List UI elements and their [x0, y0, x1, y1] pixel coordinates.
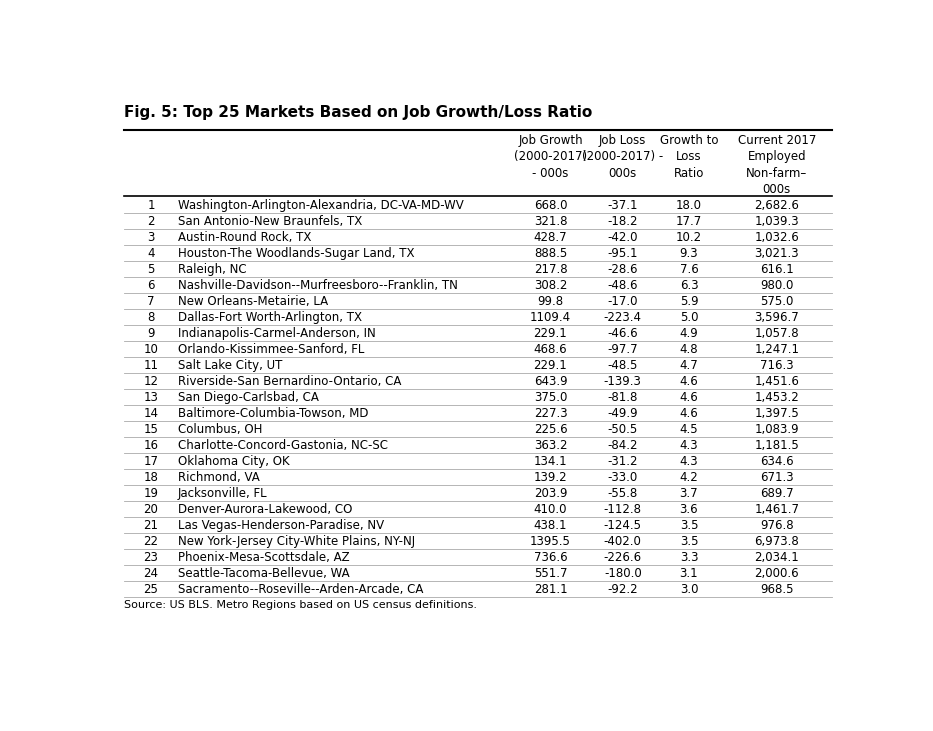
Text: Orlando-Kissimmee-Sanford, FL: Orlando-Kissimmee-Sanford, FL	[178, 343, 365, 356]
Text: 203.9: 203.9	[534, 487, 567, 500]
Text: 2,682.6: 2,682.6	[755, 199, 800, 212]
Text: 1,461.7: 1,461.7	[754, 503, 800, 515]
Text: Dallas-Fort Worth-Arlington, TX: Dallas-Fort Worth-Arlington, TX	[178, 311, 362, 324]
Text: 3.7: 3.7	[679, 487, 698, 500]
Text: -223.4: -223.4	[604, 311, 642, 324]
Text: 15: 15	[144, 423, 159, 436]
Text: 1,039.3: 1,039.3	[755, 215, 799, 228]
Text: Jacksonville, FL: Jacksonville, FL	[178, 487, 268, 500]
Text: 3: 3	[147, 231, 155, 244]
Text: -95.1: -95.1	[607, 247, 638, 260]
Text: Indianapolis-Carmel-Anderson, IN: Indianapolis-Carmel-Anderson, IN	[178, 327, 376, 340]
Text: 7: 7	[147, 295, 155, 308]
Text: 551.7: 551.7	[534, 567, 567, 580]
Text: 4.6: 4.6	[679, 406, 698, 420]
Text: 643.9: 643.9	[534, 375, 567, 388]
Text: 229.1: 229.1	[534, 359, 567, 372]
Text: -402.0: -402.0	[604, 534, 642, 548]
Text: 1109.4: 1109.4	[530, 311, 571, 324]
Text: -33.0: -33.0	[607, 471, 638, 484]
Text: 6,973.8: 6,973.8	[755, 534, 800, 548]
Text: -92.2: -92.2	[607, 583, 638, 596]
Text: 888.5: 888.5	[534, 247, 567, 260]
Text: 13: 13	[144, 391, 159, 404]
Text: 5: 5	[147, 263, 155, 276]
Text: 9: 9	[147, 327, 155, 340]
Text: 468.6: 468.6	[534, 343, 567, 356]
Text: 4.7: 4.7	[679, 359, 698, 372]
Text: 16: 16	[144, 439, 159, 452]
Text: 1: 1	[147, 199, 155, 212]
Text: 375.0: 375.0	[534, 391, 567, 404]
Text: 8: 8	[147, 311, 155, 324]
Text: 25: 25	[144, 583, 159, 596]
Text: 3.6: 3.6	[679, 503, 698, 515]
Text: Charlotte-Concord-Gastonia, NC-SC: Charlotte-Concord-Gastonia, NC-SC	[178, 439, 388, 452]
Text: 2,034.1: 2,034.1	[755, 550, 800, 564]
Text: 10: 10	[144, 343, 159, 356]
Text: Denver-Aurora-Lakewood, CO: Denver-Aurora-Lakewood, CO	[178, 503, 353, 515]
Text: 634.6: 634.6	[760, 455, 794, 468]
Text: 689.7: 689.7	[760, 487, 794, 500]
Text: 3,021.3: 3,021.3	[755, 247, 799, 260]
Text: 3.1: 3.1	[679, 567, 698, 580]
Text: 4.3: 4.3	[679, 439, 698, 452]
Text: 7.6: 7.6	[679, 263, 698, 276]
Text: New Orleans-Metairie, LA: New Orleans-Metairie, LA	[178, 295, 328, 308]
Text: -46.6: -46.6	[607, 327, 638, 340]
Text: 139.2: 139.2	[534, 471, 567, 484]
Text: 1,083.9: 1,083.9	[755, 423, 799, 436]
Text: 428.7: 428.7	[534, 231, 567, 244]
Text: -42.0: -42.0	[607, 231, 638, 244]
Text: -18.2: -18.2	[607, 215, 638, 228]
Text: 980.0: 980.0	[760, 279, 793, 292]
Text: -124.5: -124.5	[604, 519, 642, 531]
Text: 11: 11	[144, 359, 159, 372]
Text: Fig. 5: Top 25 Markets Based on Job Growth/Loss Ratio: Fig. 5: Top 25 Markets Based on Job Grow…	[124, 105, 592, 120]
Text: 321.8: 321.8	[534, 215, 567, 228]
Text: 668.0: 668.0	[534, 199, 567, 212]
Text: 616.1: 616.1	[759, 263, 794, 276]
Text: -48.6: -48.6	[607, 279, 638, 292]
Text: 6.3: 6.3	[679, 279, 698, 292]
Text: 716.3: 716.3	[760, 359, 794, 372]
Text: 2,000.6: 2,000.6	[755, 567, 799, 580]
Text: 12: 12	[144, 375, 159, 388]
Text: 281.1: 281.1	[534, 583, 567, 596]
Text: 227.3: 227.3	[534, 406, 567, 420]
Text: 671.3: 671.3	[760, 471, 794, 484]
Text: 1,181.5: 1,181.5	[755, 439, 800, 452]
Text: Current 2017
Employed
Non-farm–
000s: Current 2017 Employed Non-farm– 000s	[738, 134, 816, 197]
Text: -139.3: -139.3	[604, 375, 642, 388]
Text: 10.2: 10.2	[675, 231, 702, 244]
Text: 17: 17	[144, 455, 159, 468]
Text: 4.9: 4.9	[679, 327, 698, 340]
Text: Sacramento--Roseville--Arden-Arcade, CA: Sacramento--Roseville--Arden-Arcade, CA	[178, 583, 424, 596]
Text: Job Loss
(2000-2017) -
000s: Job Loss (2000-2017) - 000s	[582, 134, 663, 180]
Text: 3.3: 3.3	[679, 550, 698, 564]
Text: 3.0: 3.0	[679, 583, 698, 596]
Text: New York-Jersey City-White Plains, NY-NJ: New York-Jersey City-White Plains, NY-NJ	[178, 534, 415, 548]
Text: 24: 24	[144, 567, 159, 580]
Text: 2: 2	[147, 215, 155, 228]
Text: 3.5: 3.5	[679, 534, 698, 548]
Text: 18.0: 18.0	[675, 199, 702, 212]
Text: Riverside-San Bernardino-Ontario, CA: Riverside-San Bernardino-Ontario, CA	[178, 375, 401, 388]
Text: 5.0: 5.0	[679, 311, 698, 324]
Text: Raleigh, NC: Raleigh, NC	[178, 263, 246, 276]
Text: 21: 21	[144, 519, 159, 531]
Text: 1,397.5: 1,397.5	[755, 406, 800, 420]
Text: -37.1: -37.1	[607, 199, 638, 212]
Text: 14: 14	[144, 406, 159, 420]
Text: 23: 23	[144, 550, 159, 564]
Text: Richmond, VA: Richmond, VA	[178, 471, 259, 484]
Text: Growth to
Loss
Ratio: Growth to Loss Ratio	[660, 134, 718, 180]
Text: Austin-Round Rock, TX: Austin-Round Rock, TX	[178, 231, 312, 244]
Text: -48.5: -48.5	[607, 359, 638, 372]
Text: 19: 19	[144, 487, 159, 500]
Text: Washington-Arlington-Alexandria, DC-VA-MD-WV: Washington-Arlington-Alexandria, DC-VA-M…	[178, 199, 464, 212]
Text: Job Growth
(2000-2017)
- 000s: Job Growth (2000-2017) - 000s	[514, 134, 587, 180]
Text: 4.8: 4.8	[679, 343, 698, 356]
Text: Phoenix-Mesa-Scottsdale, AZ: Phoenix-Mesa-Scottsdale, AZ	[178, 550, 350, 564]
Text: Source: US BLS. Metro Regions based on US census definitions.: Source: US BLS. Metro Regions based on U…	[124, 600, 477, 610]
